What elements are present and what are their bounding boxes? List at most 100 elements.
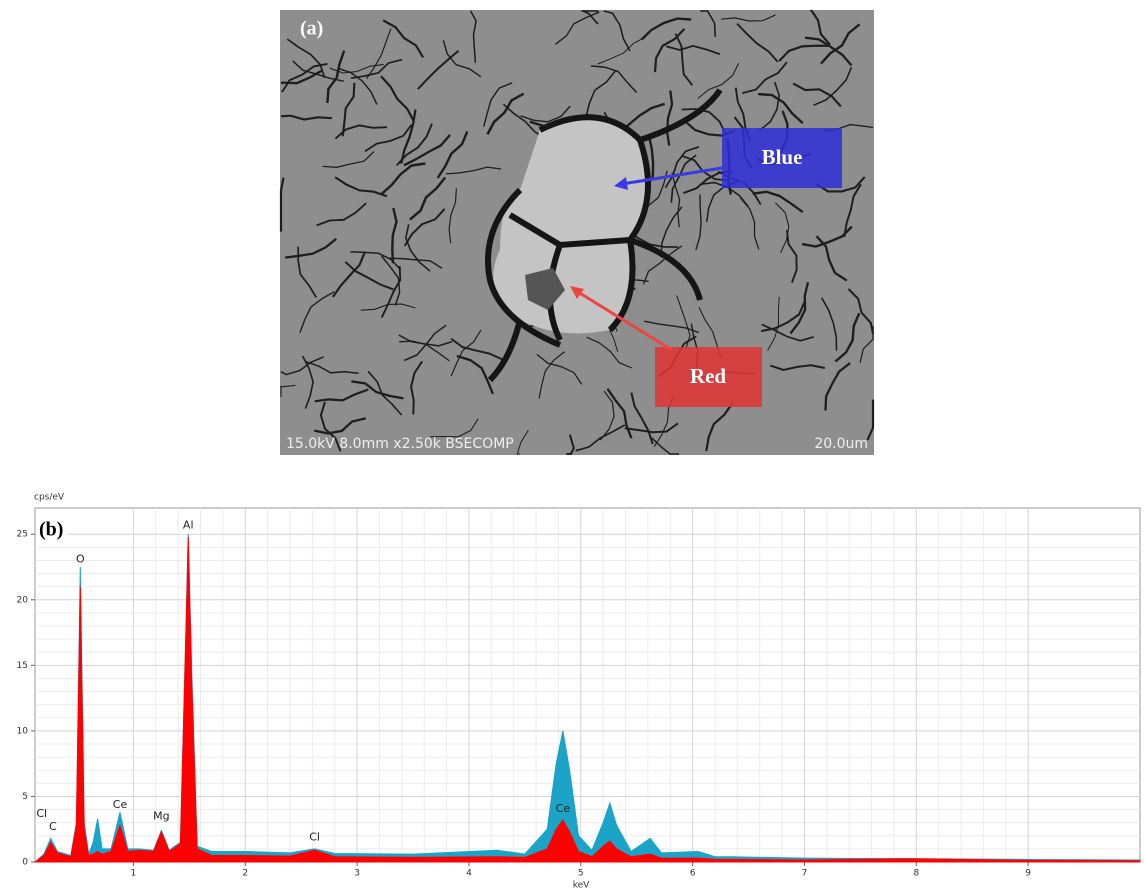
crack xyxy=(681,108,727,135)
crack xyxy=(847,288,874,335)
crack xyxy=(785,229,798,284)
crack xyxy=(834,312,861,363)
crack xyxy=(820,23,861,65)
peak-label: Cl xyxy=(36,807,47,820)
crack xyxy=(775,202,790,254)
plot-area xyxy=(34,507,1141,863)
crack xyxy=(606,388,633,439)
red-arrowhead xyxy=(570,286,584,299)
peak-label: Cl xyxy=(309,831,320,844)
crack xyxy=(581,10,599,25)
crack xyxy=(599,390,615,441)
crack xyxy=(351,380,404,400)
crack xyxy=(299,291,335,333)
crack xyxy=(700,10,717,37)
y-tick-label: 10 xyxy=(17,726,29,736)
scale-bar-label: 20.0um xyxy=(814,436,868,452)
crack xyxy=(329,63,384,74)
crack xyxy=(752,190,804,214)
x-tick-label: 6 xyxy=(690,869,696,879)
crack xyxy=(674,33,694,86)
crack xyxy=(430,418,479,438)
x-tick-label: 3 xyxy=(354,869,360,879)
crack xyxy=(590,65,638,94)
crack xyxy=(337,67,378,105)
crack xyxy=(344,261,394,291)
crack xyxy=(350,250,402,271)
y-tick-label: 0 xyxy=(22,858,28,868)
x-tick-label: 2 xyxy=(242,869,248,879)
crack xyxy=(671,172,681,228)
crack xyxy=(350,58,403,80)
crack xyxy=(585,70,616,117)
x-tick-label: 5 xyxy=(578,869,584,879)
crack xyxy=(280,114,332,121)
crack xyxy=(391,207,398,264)
crack xyxy=(866,399,875,441)
crack xyxy=(445,166,502,175)
sem-caption: 15.0kV 8.0mm x2.50k BSECOMP xyxy=(286,436,514,452)
crack xyxy=(665,90,674,146)
peak-label: O xyxy=(76,553,85,566)
spectrum-chart: cps/eV keV 1 2 3 4 5 6 7 8 90510152025ClCOCeMgAl… xyxy=(17,493,1141,891)
spectrum-area xyxy=(33,536,1141,863)
spectrum-area xyxy=(33,534,1141,863)
y-tick-label: 15 xyxy=(17,661,28,671)
crack xyxy=(280,69,323,85)
crack xyxy=(284,237,338,259)
crack xyxy=(759,81,781,132)
crack xyxy=(314,388,369,403)
crack xyxy=(403,134,451,167)
peak-label: Al xyxy=(183,519,194,532)
crack xyxy=(824,362,851,411)
crack xyxy=(388,257,443,269)
crack xyxy=(769,364,826,372)
crack xyxy=(603,10,631,52)
crack xyxy=(341,82,356,137)
region-label: Blue xyxy=(762,145,803,169)
crack xyxy=(644,320,700,334)
crack xyxy=(314,417,367,435)
blue-arrow xyxy=(621,166,723,186)
crack xyxy=(792,82,842,108)
crack xyxy=(410,360,424,415)
crack xyxy=(520,105,571,123)
crack xyxy=(815,176,866,193)
y-tick-label: 25 xyxy=(17,530,28,540)
x-tick-label: 4 xyxy=(466,869,472,879)
crack xyxy=(279,177,285,232)
panel-label: (b) xyxy=(39,519,63,541)
crack xyxy=(442,40,482,78)
crack xyxy=(450,329,482,377)
x-axis-label: keV xyxy=(573,881,590,891)
crack xyxy=(721,14,776,22)
blue-box xyxy=(722,128,842,188)
crack xyxy=(380,75,415,122)
crack xyxy=(736,22,779,63)
crack xyxy=(398,334,453,347)
crack xyxy=(450,338,503,361)
peak-label: Ce xyxy=(113,798,128,811)
crack xyxy=(566,434,575,455)
crack xyxy=(804,36,853,67)
crack xyxy=(331,251,366,298)
x-tick-label: 7 xyxy=(802,869,808,879)
crack xyxy=(366,28,392,80)
crack xyxy=(742,61,788,94)
crack xyxy=(286,38,326,79)
crack xyxy=(448,188,457,244)
crack xyxy=(664,145,700,189)
y-tick-label: 5 xyxy=(22,792,28,802)
crack xyxy=(380,265,402,318)
crack xyxy=(409,176,447,221)
crack xyxy=(761,323,814,342)
crack xyxy=(575,424,626,452)
crack xyxy=(380,162,426,196)
crack xyxy=(767,296,780,351)
crack xyxy=(653,28,686,73)
crack xyxy=(516,429,529,455)
crack xyxy=(380,255,401,306)
crack xyxy=(670,154,697,203)
crack xyxy=(630,392,654,445)
